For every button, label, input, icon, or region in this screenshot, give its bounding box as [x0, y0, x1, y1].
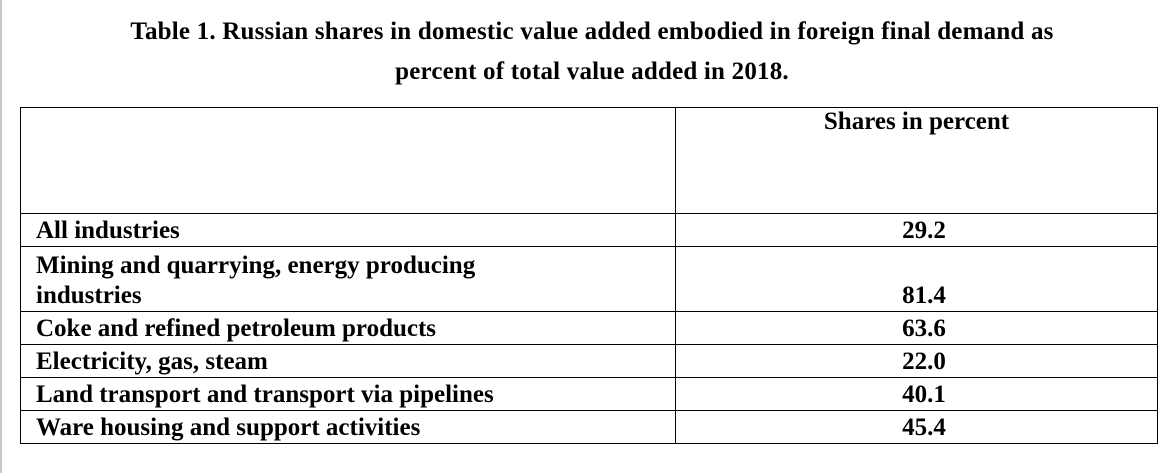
table-header-row: Shares in percent	[20, 107, 1158, 214]
share-value: 45.4	[675, 410, 1158, 444]
industry-label: Electricity, gas, steam	[20, 344, 676, 378]
table-row: Ware housing and support activities 45.4	[20, 410, 1158, 444]
table-row: All industries 29.2	[20, 213, 1158, 247]
industry-label: Coke and refined petroleum products	[20, 311, 676, 345]
share-value: 40.1	[675, 377, 1158, 411]
table-caption: Table 1. Russian shares in domestic valu…	[18, 12, 1166, 92]
industry-label: Mining and quarrying, energy producing i…	[20, 246, 676, 312]
industry-label-line-2: industries	[36, 282, 142, 309]
header-shares-cell: Shares in percent	[675, 107, 1158, 214]
share-value: 22.0	[675, 344, 1158, 378]
industry-label: Ware housing and support activities	[20, 410, 676, 444]
industry-label-line-1: Mining and quarrying, energy producing	[36, 252, 476, 279]
share-value: 81.4	[675, 246, 1158, 312]
industry-label: All industries	[20, 213, 676, 247]
industry-label: Land transport and transport via pipelin…	[20, 377, 676, 411]
table-caption-line-1: Table 1. Russian shares in domestic valu…	[130, 18, 1054, 45]
header-industry-cell	[20, 107, 676, 214]
table-row: Electricity, gas, steam 22.0	[20, 344, 1158, 378]
table-row: Mining and quarrying, energy producing i…	[20, 246, 1158, 312]
share-value: 29.2	[675, 213, 1158, 247]
table-row: Land transport and transport via pipelin…	[20, 377, 1158, 411]
share-value: 63.6	[675, 311, 1158, 345]
table-row: Coke and refined petroleum products 63.6	[20, 311, 1158, 345]
page-left-edge	[0, 0, 2, 473]
table-caption-line-2: percent of total value added in 2018.	[395, 58, 789, 85]
shares-table: Shares in percent All industries 29.2 Mi…	[20, 107, 1158, 444]
